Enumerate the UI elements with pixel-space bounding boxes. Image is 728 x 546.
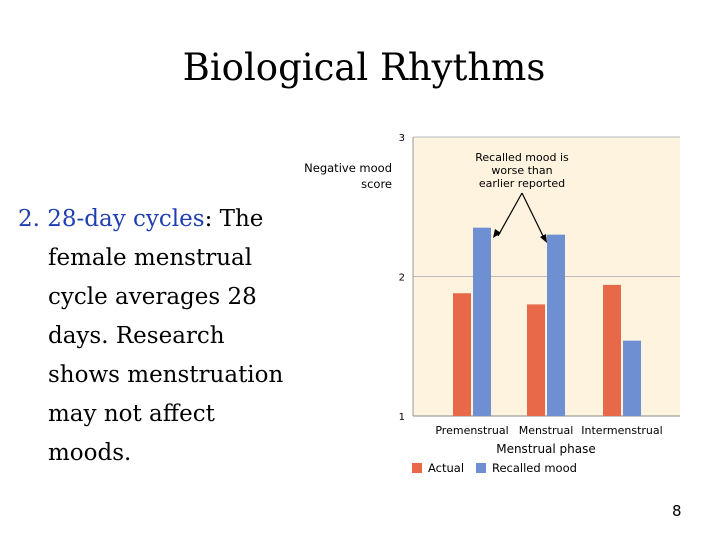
bar-actual-premenstrual (453, 293, 471, 416)
body-line: female menstrual (48, 245, 253, 271)
annotation-line3: earlier reported (479, 177, 565, 190)
bar-recalled-intermenstrual (623, 340, 641, 416)
body-line: shows menstruation (48, 362, 284, 388)
y-ticks: 1 2 3 (399, 133, 405, 423)
y-axis-label-line1: Negative mood (304, 161, 392, 175)
arrowhead-left (493, 229, 501, 238)
slide-body-text: 2. 28-day cycles: The female menstrual c… (18, 200, 318, 473)
annotation-line2: worse than (491, 164, 552, 177)
y-tick-label: 1 (399, 412, 405, 423)
body-line: moods. (48, 440, 132, 466)
body-line: days. Research (48, 323, 225, 349)
legend-label-actual: Actual (428, 461, 464, 475)
legend-swatch-actual (412, 463, 422, 473)
slide-title: Biological Rhythms (182, 46, 546, 89)
body-line: may not affect (48, 401, 215, 427)
x-tick-labels: Premenstrual Menstrual Intermenstrual (435, 424, 662, 437)
y-tick-label: 2 (399, 273, 405, 284)
page-number: 8 (672, 502, 682, 520)
y-axis-label-line2: score (361, 177, 392, 191)
bar-actual-intermenstrual (603, 284, 621, 416)
bar-recalled-menstrual (547, 234, 565, 416)
annotation-line1: Recalled mood is (475, 151, 569, 164)
x-tick-label: Menstrual (519, 424, 574, 437)
arrowhead-right (540, 234, 547, 243)
x-tick-label: Premenstrual (435, 424, 508, 437)
bars (453, 227, 641, 416)
legend-swatch-recalled (476, 463, 486, 473)
bar-actual-menstrual (527, 304, 545, 416)
annotation-arrow-right (521, 192, 545, 239)
body-line: cycle averages 28 (48, 284, 257, 310)
y-tick-label: 3 (399, 133, 405, 144)
bar-recalled-premenstrual (473, 227, 491, 416)
body-highlight: 2. 28-day cycles (18, 206, 205, 232)
annotation-arrow-left (497, 192, 523, 237)
x-tick-label: Intermenstrual (581, 424, 662, 437)
legend: Actual Recalled mood (412, 461, 577, 475)
annotation-arrows (493, 192, 547, 243)
legend-label-recalled: Recalled mood (492, 461, 577, 475)
body-lead-rest: : The (204, 206, 264, 232)
body-line-lead: 2. 28-day cycles: The (18, 200, 318, 239)
x-axis-label: Menstrual phase (496, 442, 596, 456)
